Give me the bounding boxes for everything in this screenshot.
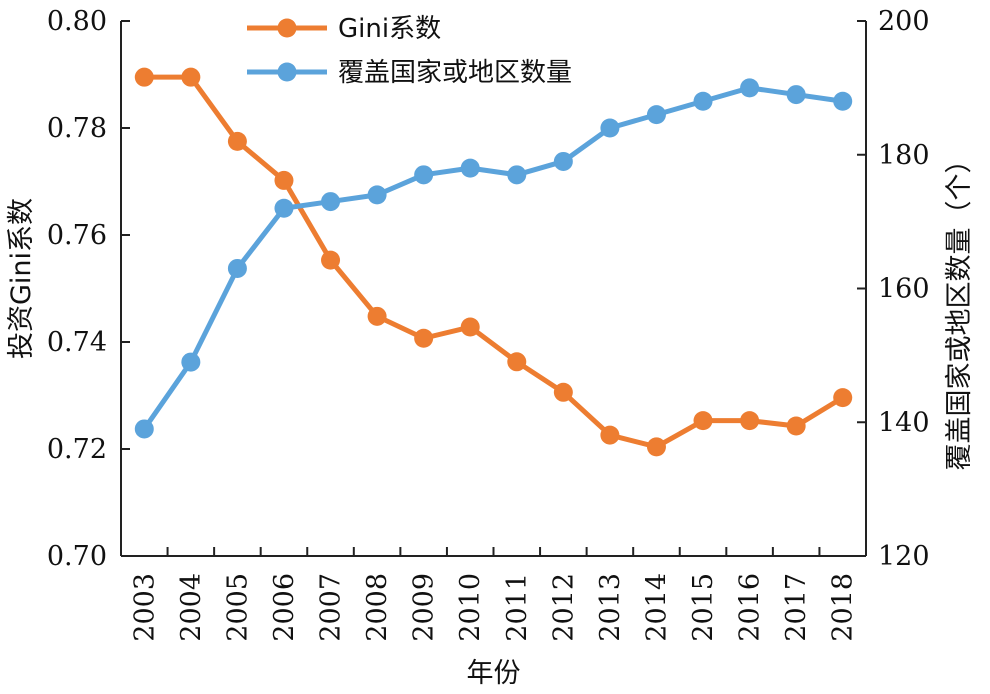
legend-label-1: Gini系数 xyxy=(338,14,441,44)
series-2-point xyxy=(833,91,853,111)
left-y-axis-title: 投资Gini系数 xyxy=(6,198,37,359)
x-tick-label: 2018 xyxy=(828,573,859,642)
x-tick-label: 2017 xyxy=(781,573,812,642)
right-y-tick-label: 120 xyxy=(878,541,930,572)
left-y-tick-label: 0.74 xyxy=(47,327,107,358)
series-1-point xyxy=(507,352,527,372)
series-1-point xyxy=(274,170,294,190)
x-axis-title: 年份 xyxy=(467,658,521,689)
series-1-point xyxy=(693,411,713,431)
series-2-point xyxy=(321,192,341,212)
series-1-point xyxy=(227,131,247,151)
right-y-tick-label: 160 xyxy=(878,274,930,305)
right-y-tick-label: 180 xyxy=(878,140,930,171)
x-tick-label: 2009 xyxy=(409,573,440,642)
series-2-point xyxy=(274,198,294,218)
series-2-point xyxy=(693,91,713,111)
left-y-tick-label: 0.72 xyxy=(47,434,107,465)
legend-marker-1 xyxy=(277,18,297,38)
x-tick-label: 2007 xyxy=(316,573,347,642)
series-2-point xyxy=(227,258,247,278)
series-2-point xyxy=(181,352,201,372)
right-y-tick-label: 200 xyxy=(878,6,930,37)
series-layer xyxy=(134,67,853,457)
right-y-axis-title: 覆盖国家或地区数量（个） xyxy=(944,147,975,471)
legend-marker-2 xyxy=(277,62,297,82)
series-1-point xyxy=(600,425,620,445)
x-tick-label: 2012 xyxy=(548,573,579,642)
series-1-point xyxy=(460,317,480,337)
x-tick-label: 2004 xyxy=(176,573,207,642)
series-2-point xyxy=(507,165,527,185)
series-2-point xyxy=(134,419,154,439)
legend-label-2: 覆盖国家或地区数量 xyxy=(338,58,572,88)
x-tick-label: 2016 xyxy=(735,573,766,642)
series-1-point xyxy=(321,250,341,270)
series-2-point xyxy=(553,151,573,171)
series-1-point xyxy=(134,67,154,87)
series-2-point xyxy=(600,118,620,138)
x-tick-label: 2011 xyxy=(502,573,533,642)
series-2-point xyxy=(786,85,806,105)
axes-layer xyxy=(120,21,867,557)
left-y-tick-label: 0.80 xyxy=(47,6,107,37)
x-tick-label: 2014 xyxy=(641,573,672,642)
x-tick-label: 2006 xyxy=(269,573,300,642)
series-1-point xyxy=(786,416,806,436)
series-1-point xyxy=(646,437,666,457)
series-2-point xyxy=(460,158,480,178)
series-2-point xyxy=(414,165,434,185)
x-tick-label: 2003 xyxy=(129,573,160,642)
series-1-point xyxy=(833,388,853,408)
series-line-1 xyxy=(141,74,846,450)
series-1-point xyxy=(553,382,573,402)
x-tick-label: 2013 xyxy=(595,573,626,642)
series-2-point xyxy=(740,78,760,98)
x-tick-label: 2015 xyxy=(688,573,719,642)
series-2-point xyxy=(367,185,387,205)
series-1-point xyxy=(414,328,434,348)
series-1-point xyxy=(740,411,760,431)
series-line-2 xyxy=(141,85,846,432)
left-y-tick-label: 0.78 xyxy=(47,113,107,144)
series-1-point xyxy=(181,67,201,87)
right-y-tick-label: 140 xyxy=(878,407,930,438)
x-tick-label: 2008 xyxy=(362,573,393,642)
ticks-layer: 0.70 0.72 0.74 0.76 0.78 0.80 120 140 160 180 200 2… xyxy=(47,6,930,642)
series-1-point xyxy=(367,306,387,326)
x-tick-label: 2005 xyxy=(222,573,253,642)
left-y-tick-label: 0.76 xyxy=(47,220,107,251)
x-tick-label: 2010 xyxy=(455,573,486,642)
series-2-point xyxy=(646,105,666,125)
left-y-tick-label: 0.70 xyxy=(47,541,107,572)
